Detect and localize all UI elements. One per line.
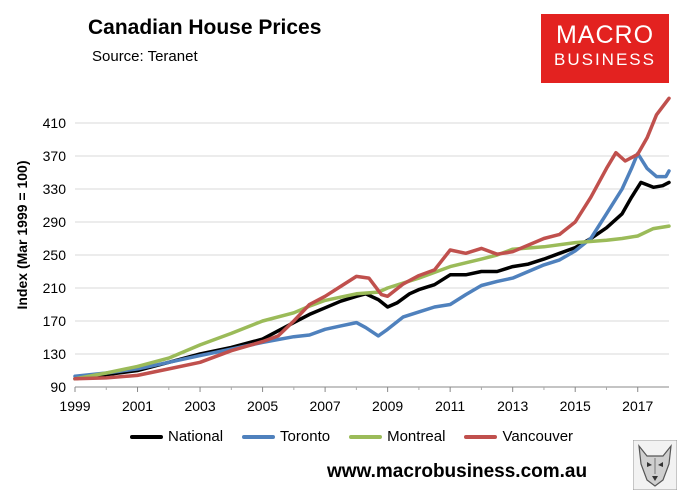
series-line-montreal — [73, 224, 671, 381]
legend-swatch-vancouver — [464, 434, 498, 439]
y-tick-label-210: 210 — [43, 280, 67, 296]
x-tick-label-2001: 2001 — [122, 398, 153, 414]
legend-label-toronto: Toronto — [280, 428, 331, 445]
x-tick-label-2005: 2005 — [247, 398, 278, 414]
legend: National Toronto Montreal Vancouver — [130, 428, 573, 445]
chart-subtitle: Source: Teranet — [92, 48, 198, 65]
y-tick-label-370: 370 — [43, 148, 67, 164]
wolf-head-icon — [633, 440, 677, 490]
macrobusiness-logo: MACRO BUSINESS — [541, 14, 669, 83]
legend-label-montreal: Montreal — [387, 428, 446, 445]
x-tick-label-2011: 2011 — [435, 398, 465, 414]
y-tick-label-170: 170 — [43, 313, 67, 329]
legend-swatch-toronto — [242, 434, 276, 439]
series-line-toronto — [73, 151, 671, 379]
website-url[interactable]: www.macrobusiness.com.au — [327, 461, 588, 482]
logo-line-2: BUSINESS — [554, 50, 656, 69]
y-tick-label-250: 250 — [43, 247, 67, 263]
y-tick-label-130: 130 — [43, 346, 67, 362]
legend-item-vancouver: Vancouver — [464, 428, 573, 445]
y-tick-label-290: 290 — [43, 214, 67, 230]
x-tick-label-2015: 2015 — [560, 398, 591, 414]
x-tick-label-2013: 2013 — [497, 398, 528, 414]
x-tick-label-1999: 1999 — [59, 398, 90, 414]
legend-item-toronto: Toronto — [242, 428, 330, 445]
logo-line-1: MACRO — [555, 21, 655, 49]
series-line-national — [73, 180, 671, 381]
chart-title: Canadian House Prices — [88, 16, 322, 39]
legend-item-montreal: Montreal — [349, 428, 445, 445]
x-tick-label-2003: 2003 — [184, 398, 215, 414]
legend-swatch-national — [130, 434, 163, 439]
y-tick-label-330: 330 — [43, 181, 67, 197]
legend-label-national: National — [168, 428, 224, 445]
y-tick-label-410: 410 — [43, 115, 67, 131]
legend-swatch-montreal — [349, 434, 383, 439]
y-tick-label-90: 90 — [50, 379, 66, 395]
series-line-vancouver — [73, 96, 671, 381]
x-tick-label-2007: 2007 — [310, 398, 341, 414]
x-tick-label-2009: 2009 — [372, 398, 403, 414]
x-tick-label-2017: 2017 — [622, 398, 653, 414]
legend-label-vancouver: Vancouver — [502, 428, 574, 445]
legend-item-national: National — [130, 428, 223, 445]
